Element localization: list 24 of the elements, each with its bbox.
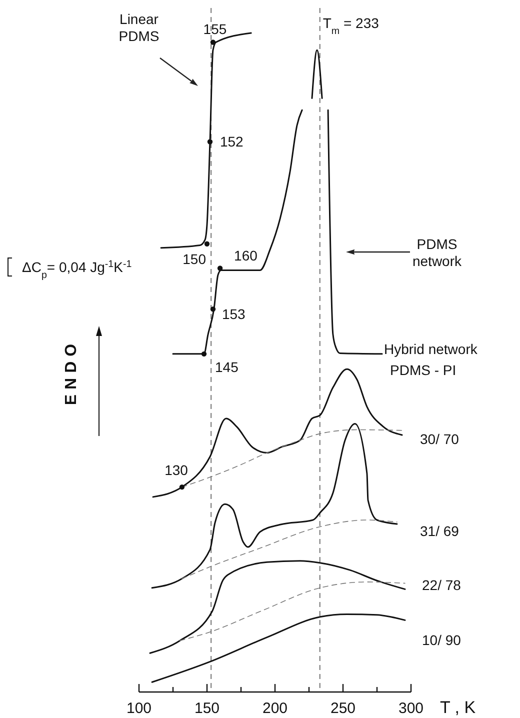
- annotation: 152: [220, 134, 244, 150]
- x-tick-label: 300: [398, 700, 424, 717]
- annotation: 130: [164, 462, 188, 478]
- annotation: 153: [222, 306, 246, 322]
- annotation: Hybrid network: [384, 341, 478, 357]
- series-label: 31/ 69: [420, 523, 460, 539]
- annotation: T$_{m}$ = 233: [322, 15, 380, 37]
- annotation: 145: [215, 358, 239, 375]
- x-tick-label: 150: [194, 700, 220, 717]
- series-label: 30/ 70: [420, 431, 460, 447]
- x-axis-title: T , K: [440, 698, 476, 717]
- x-tick-label: 100: [126, 700, 152, 717]
- annotation: PDMS - PI: [390, 362, 456, 378]
- x-tick-label: 200: [262, 700, 288, 717]
- text: PDMS network: [412, 236, 463, 269]
- annotation: Linear PDMS: [118, 11, 160, 44]
- y-axis-title: ENDO: [63, 338, 80, 406]
- series-label: 22/ 78: [422, 577, 462, 593]
- annotation: 150: [182, 250, 206, 267]
- x-tick-label: 250: [330, 700, 356, 717]
- series-label: 10/ 90: [422, 632, 462, 648]
- annotation: 160: [234, 247, 258, 264]
- text: ΔC$_{p}$= 0,04 Jg$^{-1}$K$^{-1}$: [22, 258, 132, 280]
- annotation: 155: [203, 21, 227, 38]
